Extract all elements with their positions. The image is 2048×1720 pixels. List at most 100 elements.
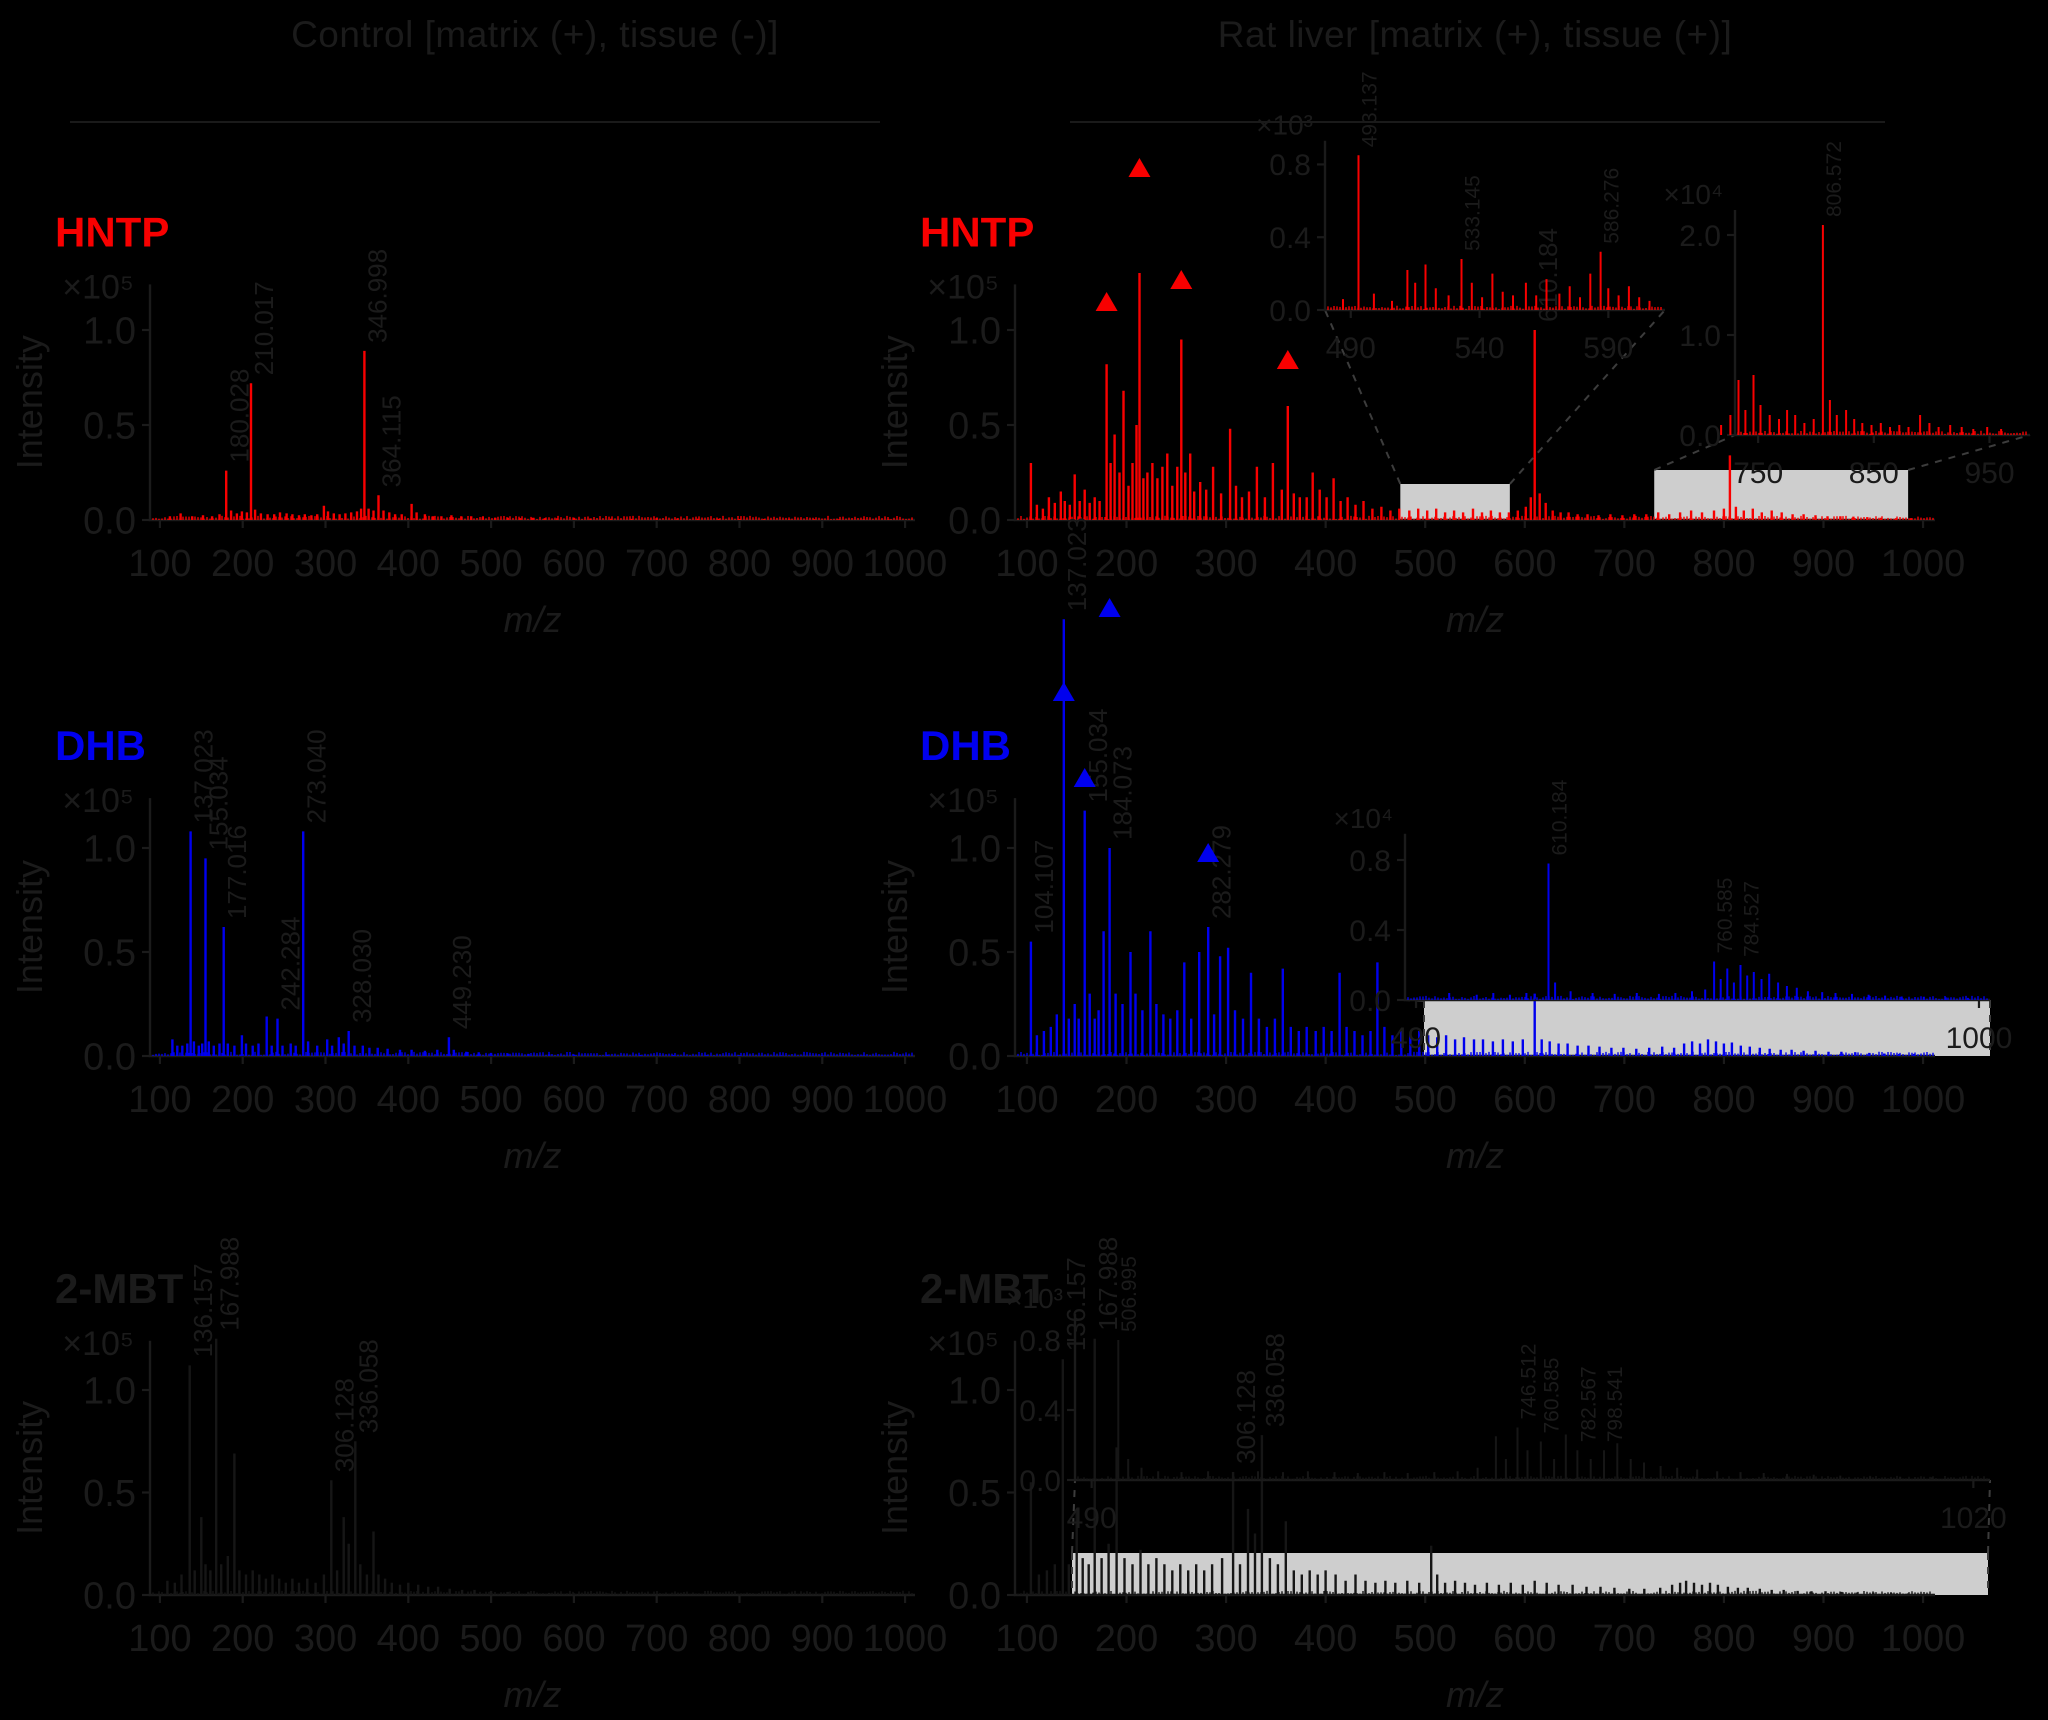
panel-f: 100 200 300 400 500 600 700 800 900 1000 0.0 0.5 1.0… (874, 1237, 2007, 1715)
y-axis-title: Intensity (9, 860, 50, 994)
peak-label: 167.988 (214, 1237, 244, 1331)
zoom-connector (1071, 1479, 1076, 1554)
zoom-connector (1653, 434, 1736, 471)
peak-label: 346.998 (363, 249, 393, 343)
x-tick-label: 900 (791, 543, 854, 585)
y-tick-label: 0.5 (948, 933, 1001, 975)
y-tick-label: 0.0 (83, 1576, 136, 1618)
panel-d: 100 200 300 400 500 600 700 800 900 1000 0.0 0.5 1.0… (874, 517, 2012, 1176)
x-tick-label: 900 (1792, 543, 1855, 585)
x-tick-label: 490 (1326, 332, 1376, 365)
y-axis-title: Intensity (9, 335, 50, 469)
peak-label: 806.572 (1823, 141, 1846, 217)
panel-b-inset-0-spectrum (1342, 155, 1651, 310)
x-tick-label: 200 (211, 1079, 274, 1121)
x-tick-label: 1020 (1940, 1502, 2007, 1535)
x-axis-title: m/z (1446, 1135, 1504, 1176)
peak-label: 167.988 (1093, 1237, 1123, 1331)
x-tick-label: 800 (1692, 1079, 1755, 1121)
peak-label: 336.058 (1260, 1333, 1290, 1427)
y-tick-label: 0.8 (1019, 1325, 1061, 1358)
column-title-ratliver: Rat liver [matrix (+), tissue (+)] (1217, 14, 1733, 55)
x-tick-label: 300 (294, 543, 357, 585)
x-tick-label: 500 (1394, 1079, 1457, 1121)
x-tick-label: 200 (211, 1618, 274, 1660)
x-tick-label: 1000 (1881, 1618, 1966, 1660)
y-tick-label: 0.5 (948, 406, 1001, 448)
matrix-peak-marker (1170, 270, 1193, 289)
x-tick-label: 490 (1391, 1022, 1441, 1055)
y-tick-label: 0.5 (83, 1473, 136, 1515)
y-tick-label: 0.0 (83, 1037, 136, 1079)
x-axis-title: m/z (504, 1135, 562, 1176)
x-tick-label: 1000 (863, 543, 948, 585)
y-tick-label: 1.0 (83, 311, 136, 353)
x-tick-label: 200 (1095, 1618, 1158, 1660)
panel-c-axes (148, 798, 915, 1058)
y-axis-title: Intensity (874, 860, 915, 994)
x-axis-title: m/z (1446, 599, 1504, 640)
peak-label: 306.128 (1231, 1370, 1261, 1464)
x-tick-label: 100 (128, 543, 191, 585)
x-tick-label: 500 (459, 1618, 522, 1660)
y-tick-label: 0.0 (1019, 1465, 1061, 1498)
y-tick-label: 1.0 (1679, 320, 1721, 353)
peak-label: 155.034 (204, 756, 234, 850)
inset-scale-label: ×10³ (1006, 1283, 1063, 1314)
y-tick-label: 0.0 (948, 1037, 1001, 1079)
x-tick-label: 200 (1095, 1079, 1158, 1121)
matrix-label-2-mbt: 2-MBT (920, 1265, 1049, 1312)
panel-b-inset-0: 490 540 590 0.0 0.4 0.8 ×10³ 493.137 533.145 586.… (1256, 71, 1666, 485)
panel-e-spectrum (166, 1338, 865, 1595)
y-tick-label: 1.0 (83, 829, 136, 871)
peak-label: 493.137 (1358, 71, 1381, 147)
panel-f-inset-0: 490 1020 0.0 0.4 0.8 ×10³ 506.995 746.512 760.58… (1006, 1256, 2007, 1554)
panel-d-spectrum (1029, 619, 1916, 1056)
column-rule-left (70, 121, 880, 123)
zoom-band (1072, 1553, 1988, 1595)
y-tick-label: 0.4 (1269, 222, 1311, 255)
panel-b-inset-1-spectrum (1720, 225, 2003, 435)
peak-label: 306.128 (329, 1378, 359, 1472)
y-scale-label: ×10⁵ (62, 268, 134, 306)
y-tick-label: 0.0 (948, 501, 1001, 543)
panel-a: 100 200 300 400 500 600 700 800 900 1000 0.0 0.5 1.0… (9, 208, 947, 640)
y-scale-label: ×10⁵ (62, 1325, 134, 1363)
peak-label: 364.115 (377, 395, 407, 487)
x-tick-label: 300 (1194, 1079, 1257, 1121)
x-tick-label: 600 (1493, 543, 1556, 585)
y-tick-label: 0.0 (948, 1576, 1001, 1618)
panel-a-spectrum (168, 350, 890, 520)
peak-label: 273.040 (301, 729, 331, 823)
panel-c: 100 200 300 400 500 600 700 800 900 1000 0.0 0.5 1.0… (9, 722, 947, 1176)
peak-label: 760.585 (1541, 1358, 1564, 1434)
x-tick-label: 300 (294, 1618, 357, 1660)
x-tick-label: 1000 (863, 1618, 948, 1660)
x-tick-label: 800 (1692, 1618, 1755, 1660)
x-tick-label: 600 (1493, 1079, 1556, 1121)
x-tick-label: 400 (1294, 543, 1357, 585)
peak-label: 137.023 (189, 729, 219, 823)
x-tick-label: 600 (542, 1618, 605, 1660)
x-tick-label: 200 (211, 543, 274, 585)
matrix-peak-marker (1052, 682, 1075, 701)
x-tick-label: 850 (1849, 457, 1899, 490)
x-tick-label: 590 (1583, 332, 1633, 365)
y-tick-label: 2.0 (1679, 220, 1721, 253)
x-tick-label: 500 (459, 1079, 522, 1121)
y-tick-label: 0.0 (83, 501, 136, 543)
x-tick-label: 1000 (1946, 1022, 2013, 1055)
x-tick-label: 200 (1095, 543, 1158, 585)
y-tick-label: 1.0 (948, 311, 1001, 353)
y-tick-label: 1.0 (948, 829, 1001, 871)
x-tick-label: 540 (1455, 332, 1505, 365)
x-tick-label: 950 (1964, 457, 2014, 490)
matrix-label-2-mbt: 2-MBT (55, 1265, 184, 1312)
matrix-peak-marker (1073, 768, 1096, 787)
panel-b-inset-1-axes (1733, 210, 2030, 437)
x-tick-label: 700 (625, 543, 688, 585)
y-scale-label: ×10⁵ (927, 782, 999, 820)
x-tick-label: 600 (542, 543, 605, 585)
panel-e-axes (148, 1340, 915, 1597)
